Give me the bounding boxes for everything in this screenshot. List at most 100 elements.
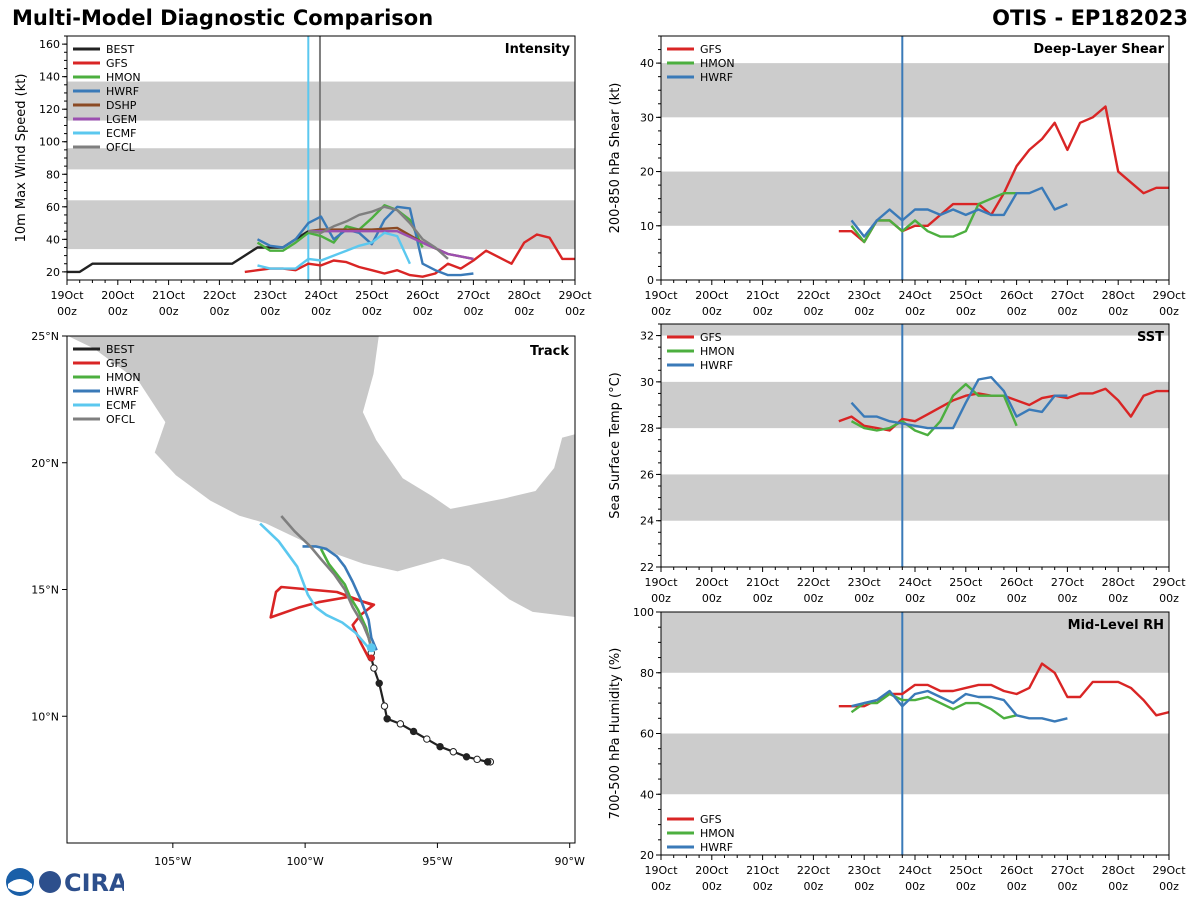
rh-xtick-label: 29Oct bbox=[1152, 864, 1186, 877]
intensity-xtick-label: 19Oct bbox=[50, 289, 84, 302]
shear-xtick-label: 27Oct bbox=[1051, 289, 1085, 302]
shear-xtick-label: 00z bbox=[854, 305, 874, 318]
shear-title: Deep-Layer Shear bbox=[1033, 42, 1164, 57]
track-hwrf bbox=[302, 545, 378, 651]
intensity-xtick-label: 23Oct bbox=[254, 289, 288, 302]
sst-legend-label: HWRF bbox=[700, 359, 733, 372]
intensity-panel: 20 40 60 80 100 120 140 160 19Oct 00z 20Oct 00z 21Oc… bbox=[14, 35, 592, 318]
sst-xtick-label: 00z bbox=[854, 592, 874, 605]
shear-xtick-label: 00z bbox=[956, 305, 976, 318]
track-best-point bbox=[473, 755, 481, 764]
shear-band bbox=[661, 171, 1169, 226]
shear-xtick-label: 23Oct bbox=[848, 289, 882, 302]
intensity-series-best bbox=[67, 230, 309, 274]
shear-xtick-label: 00z bbox=[702, 305, 722, 318]
shear-legend-label: HWRF bbox=[700, 71, 733, 84]
intensity-xtick-label: 00z bbox=[108, 305, 128, 318]
track-legend-label: OFCL bbox=[106, 413, 136, 426]
intensity-legend-label: HWRF bbox=[106, 85, 139, 98]
track-best-point bbox=[383, 715, 391, 723]
sst-ytick-label: 24 bbox=[640, 515, 654, 528]
rh-ytick-label: 80 bbox=[640, 667, 654, 680]
shear-xtick-label: 00z bbox=[651, 305, 671, 318]
intensity-xtick-label: 21Oct bbox=[152, 289, 186, 302]
rh-title: Mid-Level RH bbox=[1068, 618, 1164, 633]
intensity-legend-label: LGEM bbox=[106, 113, 137, 126]
track-gfs bbox=[269, 585, 376, 659]
shear-xtick-label: 00z bbox=[1007, 305, 1027, 318]
intensity-ytick-label: 80 bbox=[46, 168, 60, 181]
track-panel: 105°W 100°W 95°W 90°W 10°N 15°N 20°N 25°N Track B… bbox=[31, 330, 585, 868]
intensity-band bbox=[67, 81, 575, 121]
rh-xtick-label: 00z bbox=[651, 880, 671, 893]
sst-ytick-label: 30 bbox=[640, 376, 654, 389]
rh-ytick-label: 60 bbox=[640, 728, 654, 741]
intensity-ytick-label: 160 bbox=[39, 38, 60, 51]
track-xtick-label: 100°W bbox=[286, 855, 323, 868]
intensity-xtick-label: 00z bbox=[514, 305, 534, 318]
shear-panel: 0 10 20 30 40 19Oct 00z 20Oct 00z 21Oct 00z 22Oct 00… bbox=[608, 35, 1186, 318]
shear-xtick-label: 22Oct bbox=[797, 289, 831, 302]
shear-legend-label: HMON bbox=[700, 57, 735, 70]
track-best-point bbox=[449, 748, 457, 756]
track-best-point bbox=[462, 753, 471, 761]
rh-xtick-label: 00z bbox=[1108, 880, 1128, 893]
shear-xtick-label: 29Oct bbox=[1152, 289, 1186, 302]
sst-title: SST bbox=[1137, 330, 1164, 345]
track-map-group bbox=[67, 336, 575, 766]
rh-xtick-label: 00z bbox=[753, 880, 773, 893]
intensity-series-hwrf bbox=[256, 205, 474, 277]
intensity-legend-label: DSHP bbox=[106, 99, 137, 112]
sst-legend-label: GFS bbox=[700, 331, 722, 344]
rh-xtick-label: 22Oct bbox=[797, 864, 831, 877]
rh-xtick-label: 26Oct bbox=[1000, 864, 1034, 877]
storm-id: OTIS - EP182023 bbox=[992, 6, 1188, 30]
shear-xtick-label: 00z bbox=[804, 305, 824, 318]
intensity-xtick-label: 28Oct bbox=[508, 289, 542, 302]
sst-series-hwrf bbox=[850, 376, 1068, 430]
track-best-point bbox=[370, 664, 378, 672]
intensity-legend-label: HMON bbox=[106, 71, 141, 84]
rh-xtick-label: 00z bbox=[1159, 880, 1179, 893]
track-ytick-label: 20°N bbox=[31, 457, 59, 470]
shear-xtick-label: 00z bbox=[1058, 305, 1078, 318]
intensity-xtick-label: 00z bbox=[311, 305, 331, 318]
sst-ylabel: Sea Surface Temp (°C) bbox=[608, 372, 623, 519]
rh-series-group bbox=[838, 662, 1169, 723]
sst-band bbox=[661, 474, 1169, 521]
track-ytick-label: 10°N bbox=[31, 710, 59, 723]
rh-xtick-label: 00z bbox=[854, 880, 874, 893]
cira-logo: CIRA bbox=[6, 868, 124, 897]
intensity-xtick-label: 22Oct bbox=[203, 289, 237, 302]
intensity-ytick-label: 100 bbox=[39, 136, 60, 149]
rh-xtick-label: 19Oct bbox=[644, 864, 678, 877]
sst-xtick-label: 20Oct bbox=[695, 576, 729, 589]
shear-xtick-label: 00z bbox=[753, 305, 773, 318]
intensity-xtick-label: 00z bbox=[362, 305, 382, 318]
rh-xtick-label: 00z bbox=[804, 880, 824, 893]
intensity-xtick-label: 00z bbox=[565, 305, 585, 318]
track-best-point bbox=[396, 720, 405, 728]
sst-ytick-label: 22 bbox=[640, 561, 654, 574]
sst-xtick-label: 00z bbox=[956, 592, 976, 605]
shear-xtick-label: 00z bbox=[1108, 305, 1128, 318]
sst-xtick-label: 21Oct bbox=[746, 576, 780, 589]
land-mass bbox=[67, 336, 575, 618]
rh-xtick-label: 00z bbox=[1007, 880, 1027, 893]
shear-ytick-label: 40 bbox=[640, 57, 654, 70]
rh-xtick-label: 21Oct bbox=[746, 864, 780, 877]
shear-xtick-label: 24Oct bbox=[898, 289, 932, 302]
shear-series-hwrf bbox=[850, 186, 1068, 238]
sst-band bbox=[661, 324, 1169, 336]
intensity-band bbox=[67, 200, 575, 250]
shear-ytick-label: 20 bbox=[640, 166, 654, 179]
track-legend-label: ECMF bbox=[106, 399, 136, 412]
sst-xtick-label: 00z bbox=[702, 592, 722, 605]
intensity-ytick-label: 140 bbox=[39, 71, 60, 84]
sst-ytick-label: 32 bbox=[640, 330, 654, 343]
rh-ytick-label: 20 bbox=[640, 849, 654, 862]
intensity-xtick-label: 25Oct bbox=[355, 289, 389, 302]
sst-xtick-label: 00z bbox=[804, 592, 824, 605]
sst-ytick-label: 26 bbox=[640, 468, 654, 481]
